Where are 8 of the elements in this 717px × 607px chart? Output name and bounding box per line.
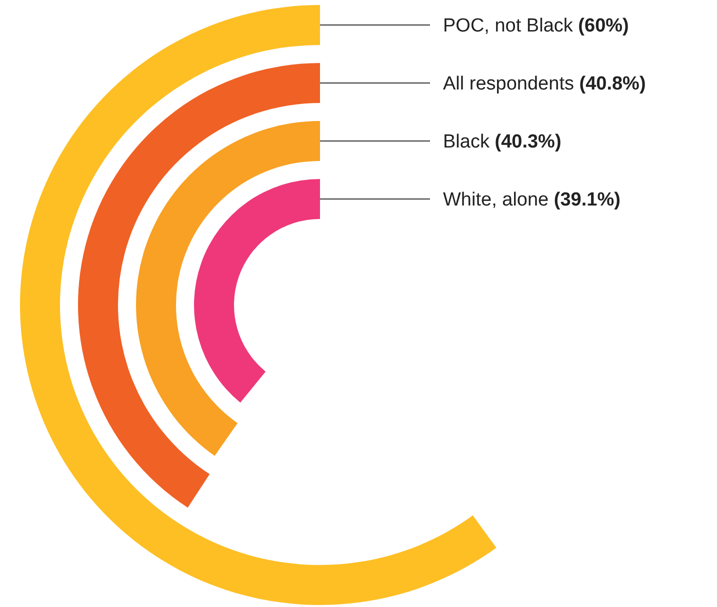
category-label: All respondents xyxy=(443,74,574,95)
data-label: (39.1%) xyxy=(548,190,620,211)
data-label: (40.3%) xyxy=(489,132,562,153)
category-label: White, alone xyxy=(443,190,549,211)
data-label: (60%) xyxy=(572,16,629,37)
category-label: POC, not Black xyxy=(443,16,573,37)
data-label: (40.8%) xyxy=(574,74,646,95)
category-label: Black xyxy=(443,132,490,153)
